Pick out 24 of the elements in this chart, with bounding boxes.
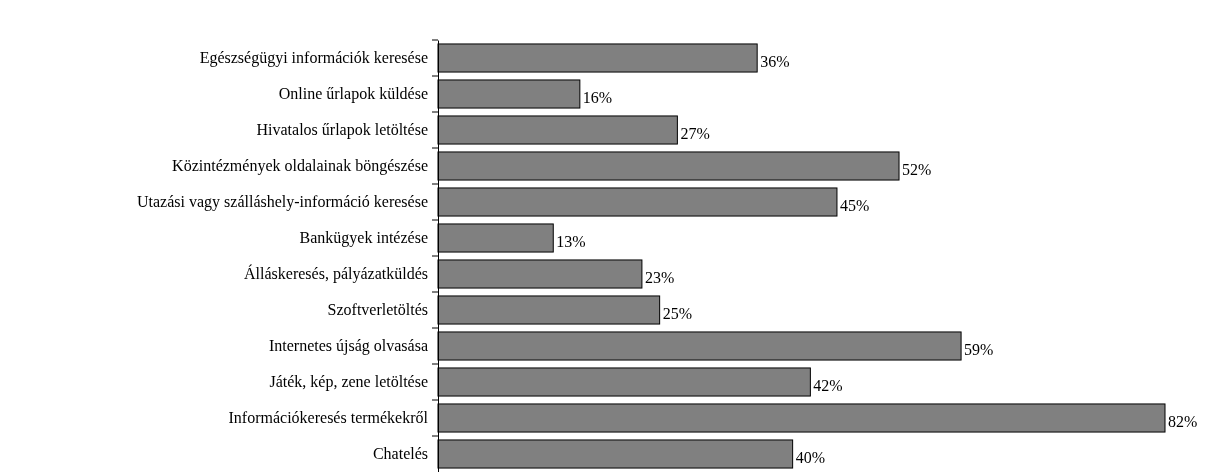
data-label: 36% — [760, 53, 790, 70]
data-label: 16% — [582, 89, 613, 106]
data-label: 59% — [964, 341, 994, 358]
y-tick-label: Hivatalos űrlapok letöltése — [256, 121, 428, 140]
y-tick-label: Egészségügyi információk keresése — [199, 49, 428, 68]
y-tick-label: Közintézmények oldalainak böngészése — [172, 157, 428, 176]
data-label: 27% — [680, 125, 710, 142]
y-tick-label: Információkeresés termékekről — [228, 409, 429, 427]
data-label: 45% — [839, 197, 870, 214]
data-label: 52% — [902, 161, 932, 178]
y-tick-label: Szoftverletöltés — [327, 301, 428, 319]
y-tick-label: Játék, kép, zene letöltése — [269, 373, 428, 392]
y-tick-label: Online űrlapok küldése — [278, 85, 428, 104]
data-label: 42% — [813, 377, 843, 394]
data-label: 13% — [556, 233, 586, 250]
y-tick-label: Internetes újság olvasása — [268, 337, 428, 356]
y-tick-label: Bankügyek intézése — [299, 229, 428, 248]
data-label: 82% — [1168, 413, 1198, 430]
data-label: 23% — [644, 269, 675, 286]
data-label: 40% — [795, 449, 825, 466]
y-tick-label: Utazási vagy szálláshely-információ keresése — [137, 193, 428, 212]
y-tick-label: Álláskeresés, pályázatküldés — [244, 264, 428, 284]
y-tick-label: Chatelés — [372, 445, 428, 463]
data-label: 25% — [662, 305, 692, 322]
